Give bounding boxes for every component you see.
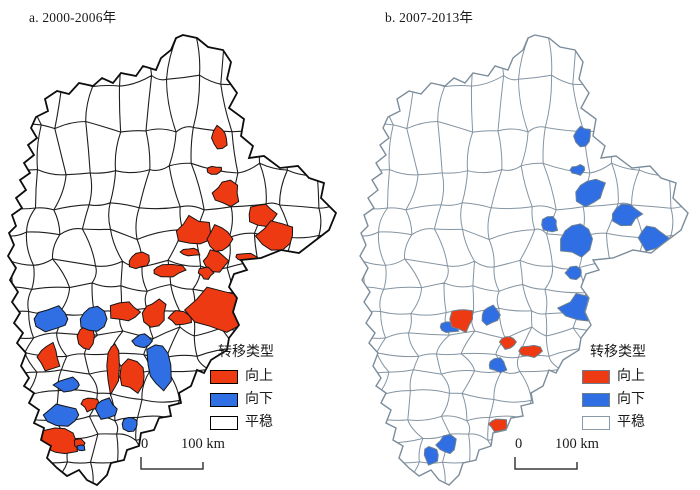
region-down bbox=[575, 178, 607, 208]
scalebar-bracket bbox=[514, 457, 578, 470]
panel-b-title: b. 2007-2013年 bbox=[385, 10, 474, 25]
scalebar-a: 0 100 km bbox=[137, 436, 249, 474]
region-up bbox=[175, 214, 211, 245]
region-up bbox=[211, 179, 240, 208]
region-down bbox=[556, 293, 608, 322]
transfer-regions bbox=[33, 124, 294, 455]
region-down bbox=[42, 403, 80, 427]
region-down bbox=[423, 445, 439, 466]
region-up bbox=[254, 220, 294, 251]
region-down bbox=[435, 434, 457, 455]
region-down bbox=[131, 333, 154, 349]
scalebar-bracket bbox=[140, 457, 204, 470]
region-up bbox=[40, 427, 78, 455]
region-down bbox=[79, 305, 108, 332]
region-up bbox=[449, 309, 473, 334]
region-down bbox=[52, 376, 80, 393]
region-down bbox=[121, 416, 138, 433]
legend-swatch-down bbox=[210, 393, 238, 407]
region-down bbox=[488, 357, 508, 374]
legend-item-stable: 平稳 bbox=[582, 414, 646, 432]
region-up bbox=[202, 249, 230, 273]
region-down bbox=[481, 304, 501, 326]
scalebar-distance-label: 100 km bbox=[181, 436, 225, 452]
region-up bbox=[210, 124, 228, 150]
region-outline bbox=[359, 34, 689, 486]
scalebar-zero-label: 0 bbox=[515, 436, 523, 452]
legend-item-up: 向上 bbox=[210, 368, 274, 386]
region-up bbox=[167, 309, 193, 326]
region-down bbox=[569, 164, 586, 176]
region-down bbox=[573, 125, 591, 148]
map-panel-a: a. 2000-2006年 转移类型 向上 向下 平稳 0 100 km bbox=[4, 0, 354, 490]
legend-item-stable: 平稳 bbox=[210, 414, 274, 432]
legend-b: 转移类型 向上 向下 平稳 bbox=[582, 344, 646, 437]
region-up bbox=[206, 224, 234, 252]
legend-title: 转移类型 bbox=[590, 345, 646, 360]
legend-swatch-down bbox=[582, 393, 610, 407]
region-down bbox=[541, 215, 559, 233]
panel-a-title: a. 2000-2006年 bbox=[29, 10, 117, 25]
legend-item-down: 向下 bbox=[210, 391, 274, 409]
legend-title: 转移类型 bbox=[218, 345, 274, 360]
region-up bbox=[197, 266, 215, 280]
scalebar-b: 0 100 km bbox=[511, 436, 623, 474]
region-up bbox=[179, 247, 201, 257]
legend-a: 转移类型 向上 向下 平稳 bbox=[210, 344, 274, 437]
legend-label-up: 向上 bbox=[617, 369, 645, 384]
legend-swatch-up bbox=[582, 370, 610, 384]
region-down bbox=[564, 265, 582, 281]
legend-swatch-up bbox=[210, 370, 238, 384]
legend-label-up: 向上 bbox=[245, 369, 273, 384]
region-up bbox=[153, 263, 187, 278]
region-up bbox=[206, 165, 223, 175]
legend-label-down: 向下 bbox=[617, 392, 645, 407]
region-down bbox=[94, 397, 118, 420]
map-a-canvas bbox=[6, 34, 338, 487]
region-outline bbox=[6, 34, 338, 487]
region-up bbox=[128, 251, 150, 270]
legend-label-down: 向下 bbox=[245, 392, 273, 407]
region-down bbox=[33, 305, 69, 333]
region-up bbox=[183, 286, 246, 333]
region-up bbox=[80, 397, 101, 413]
region-down bbox=[611, 203, 644, 227]
region-up bbox=[518, 344, 544, 359]
region-down bbox=[146, 344, 172, 392]
region-up bbox=[36, 341, 61, 372]
legend-item-down: 向下 bbox=[582, 391, 646, 409]
region-down bbox=[76, 444, 86, 452]
legend-label-stable: 平稳 bbox=[245, 415, 273, 430]
map-b-canvas bbox=[359, 34, 689, 486]
region-down bbox=[637, 225, 670, 252]
region-up bbox=[109, 301, 142, 322]
region-up bbox=[498, 336, 518, 350]
legend-swatch-stable bbox=[210, 416, 238, 430]
region-up bbox=[106, 343, 120, 397]
region-up bbox=[119, 358, 145, 395]
region-down bbox=[560, 223, 594, 258]
legend-swatch-stable bbox=[582, 416, 610, 430]
scalebar-distance-label: 100 km bbox=[555, 436, 599, 452]
map-panel-b: b. 2007-2013年 转移类型 向上 向下 平稳 0 100 km bbox=[356, 0, 700, 490]
transfer-regions bbox=[423, 125, 670, 466]
legend-label-stable: 平稳 bbox=[617, 415, 645, 430]
region-up bbox=[141, 298, 167, 328]
legend-item-up: 向上 bbox=[582, 368, 646, 386]
scalebar-zero-label: 0 bbox=[141, 436, 149, 452]
